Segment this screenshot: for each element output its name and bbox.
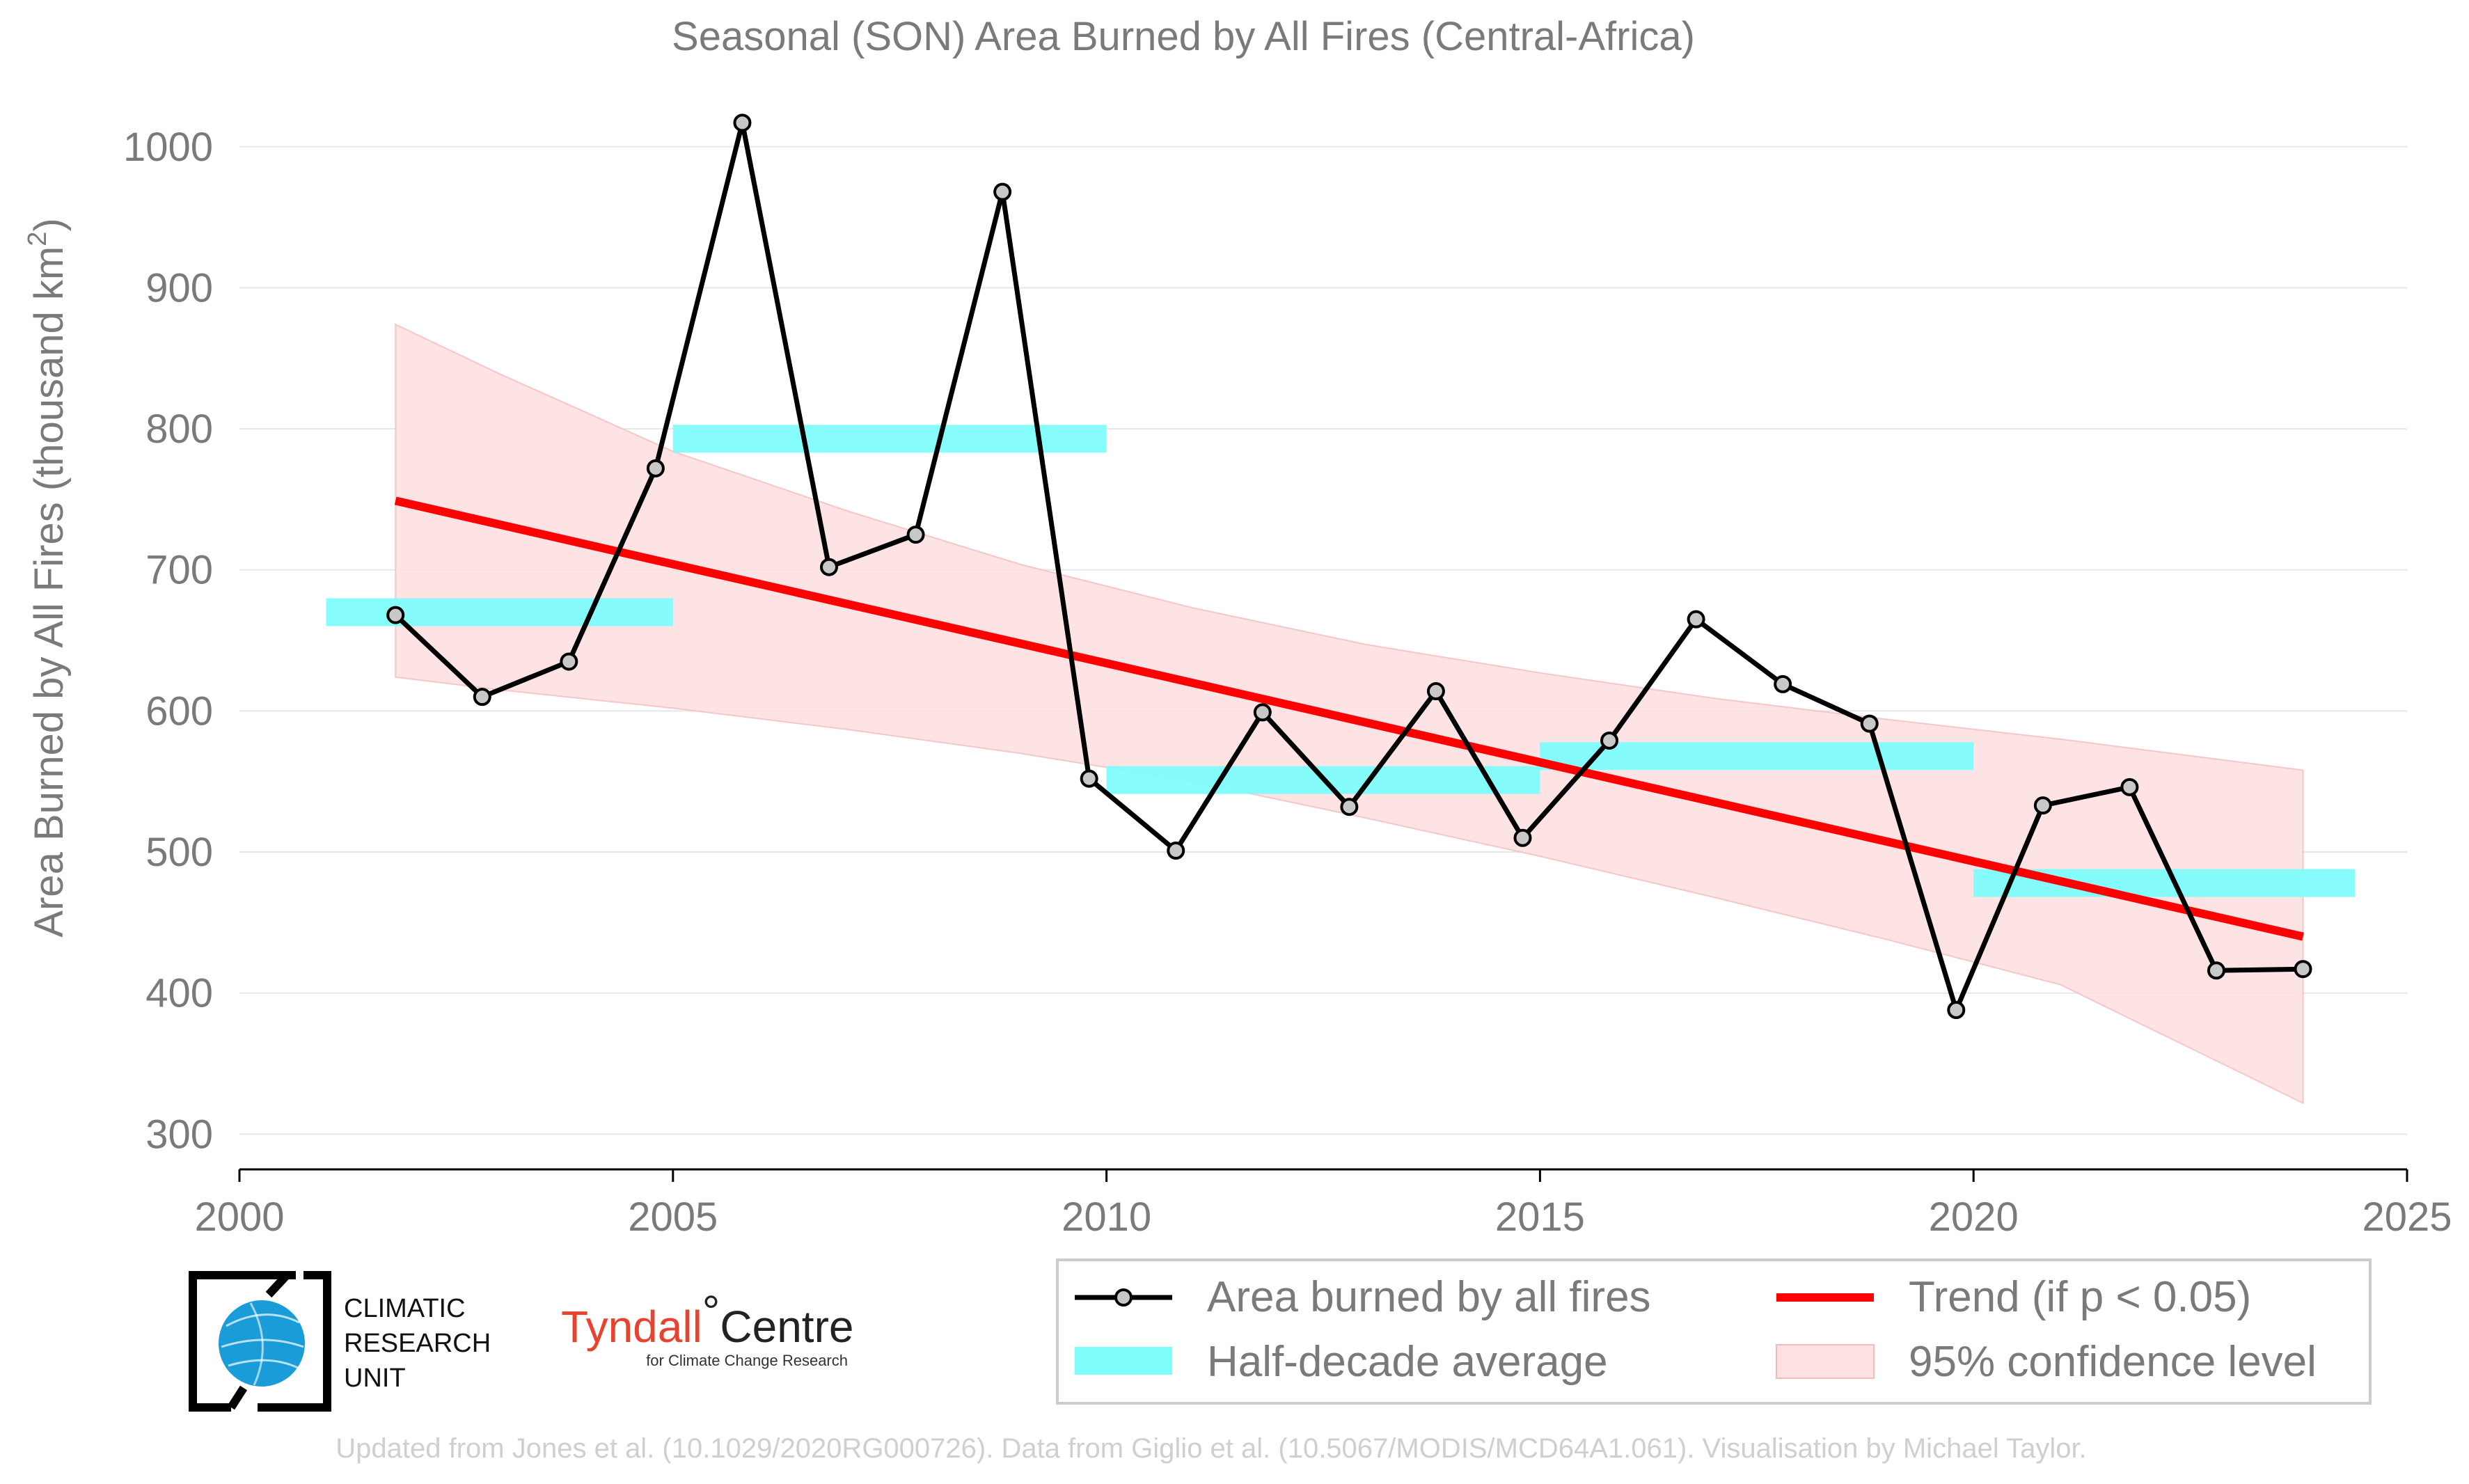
axes [238,1168,2408,1182]
legend-label-trend: Trend (if p < 0.05) [1909,1273,2251,1321]
data-point-1 [473,688,491,707]
x-tick-label-2015: 2015 [1495,1194,1585,1240]
y-tick-label-600: 600 [145,688,213,734]
legend-label-ci: 95% confidence level [1909,1338,2317,1386]
data-point-5 [820,558,839,576]
data-point-22 [2294,960,2312,979]
data-point-3 [646,459,665,477]
legend-item-ci: 95% confidence level [1776,1338,2317,1386]
cru-line-3: UNIT [344,1364,406,1393]
data-point-2 [560,652,578,671]
legend: Area burned by all fires Half-decade ave… [1056,1258,2372,1405]
data-point-10 [1253,703,1272,722]
y-tick-label-1000: 1000 [123,125,213,170]
x-tick-label-2020: 2020 [1929,1194,2019,1240]
legend-item-series: Area burned by all fires [1075,1273,1651,1321]
y-tick-label-800: 800 [145,406,213,452]
x-tick-label-2025: 2025 [2362,1194,2452,1240]
trend-line [394,496,2304,941]
data-point-19 [2033,796,2052,815]
data-point-7 [993,182,1012,201]
y-tick-labels: 300 400 500 600 700 800 900 1000 [123,125,213,1158]
chart-title: Seasonal (SON) Area Burned by All Fires … [672,14,1695,59]
data-point-9 [1167,842,1185,860]
confidence-band [395,323,2304,1105]
legend-item-trend: Trend (if p < 0.05) [1776,1273,2251,1321]
data-point-21 [2207,961,2225,980]
tyndall-logo: Tyndall°Centre for Climate Change Resear… [561,1286,853,1369]
confidence-band-area [395,323,2304,1105]
legend-item-half: Half-decade average [1075,1338,1608,1386]
data-point-14 [1600,731,1619,750]
legend-box [1056,1258,2372,1405]
data-point-8 [1080,769,1098,788]
data-point-13 [1513,828,1532,847]
y-tick-label-700: 700 [145,548,213,593]
legend-label-half: Half-decade average [1207,1338,1608,1386]
data-point-11 [1340,798,1359,816]
y-tick-label-500: 500 [145,830,213,875]
data-point-20 [2120,777,2139,796]
cru-logo: CLIMATIC RESEARCH UNIT [189,1271,491,1412]
tyndall-subtitle: for Climate Change Research [646,1352,848,1369]
trend-line-segment [394,496,2304,941]
data-point-15 [1687,610,1705,629]
half-decade-bar-0 [326,598,673,626]
y-tick-label-400: 400 [145,971,213,1016]
y-axis-label: Area Burned by All Fires (thousand km2) [23,218,72,937]
data-point-0 [386,606,405,624]
y-tick-label-900: 900 [145,265,213,310]
data-point-6 [906,526,925,544]
data-point-17 [1860,714,1879,733]
cru-line-1: CLIMATIC [344,1294,466,1323]
data-point-18 [1947,1001,1966,1020]
series-markers [386,113,2312,1020]
legend-label-series: Area burned by all fires [1207,1273,1651,1321]
tyndall-wordmark: Tyndall°Centre [561,1286,853,1352]
footer-credits: Updated from Jones et al. (10.1029/2020R… [336,1433,2086,1464]
data-point-16 [1774,674,1792,693]
x-tick-label-2005: 2005 [628,1194,718,1240]
y-tick-label-300: 300 [145,1112,213,1157]
half-decade-bar-1 [672,425,1107,453]
cru-line-2: RESEARCH [344,1329,491,1358]
x-tick-label-2000: 2000 [194,1194,284,1240]
data-point-12 [1426,682,1445,701]
x-tick-label-2010: 2010 [1062,1194,1151,1240]
x-tick-labels: 2000 2005 2010 2015 2020 2025 [194,1194,2452,1240]
data-point-4 [733,113,752,132]
